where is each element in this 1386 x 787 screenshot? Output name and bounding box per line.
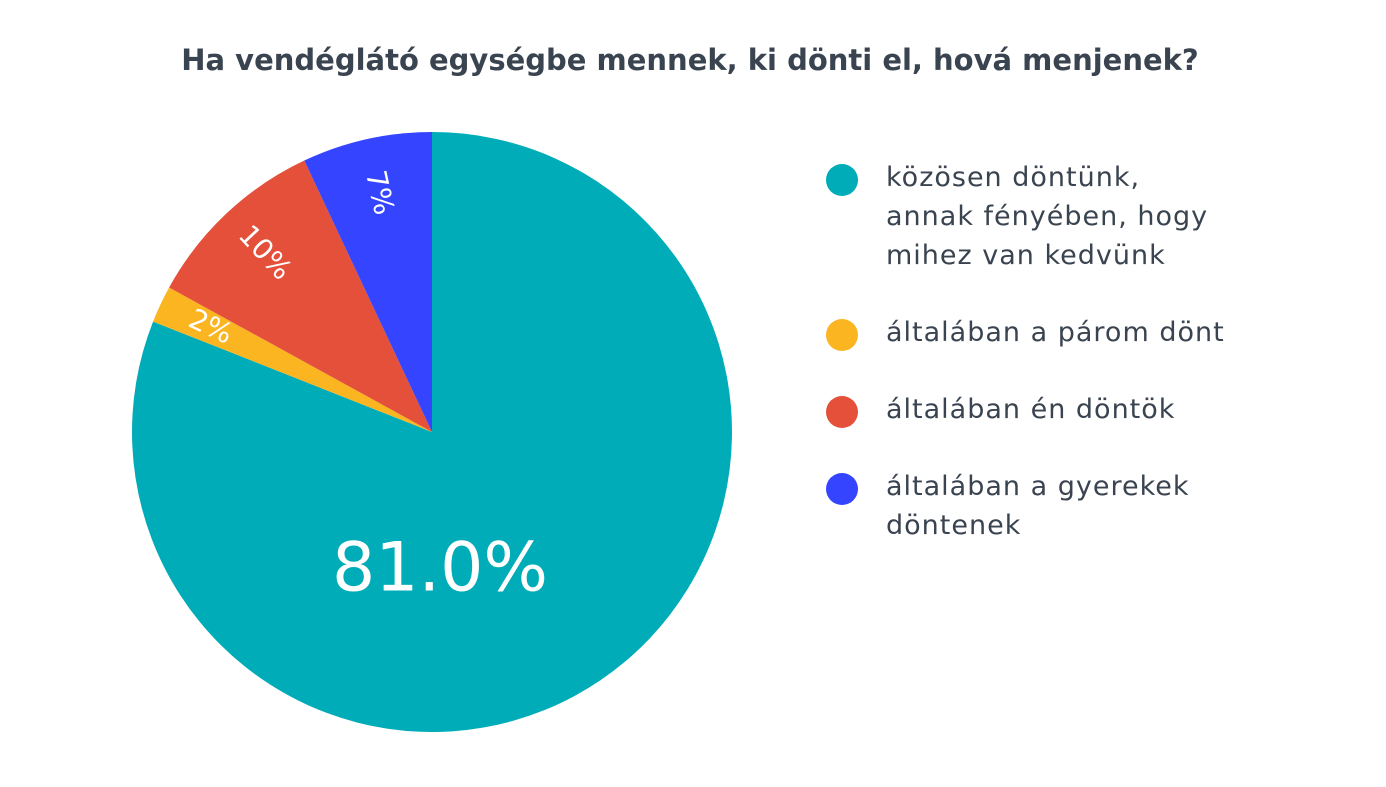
legend-label: közösen döntünk, annak fényében, hogy mi… [886, 162, 1209, 271]
legend-label: általában a gyerekek döntenek [886, 471, 1190, 541]
legend-swatch [826, 319, 858, 351]
legend-label: általában én döntök [886, 394, 1176, 425]
pie-slice [169, 160, 432, 432]
chart-title: Ha vendéglátó egységbe mennek, ki dönti … [181, 43, 1199, 77]
pie-slice [304, 132, 432, 432]
legend-item: általában én döntök [826, 390, 1226, 429]
legend-swatch [826, 473, 858, 505]
legend-swatch [826, 396, 858, 428]
legend-item: általában a gyerekek döntenek [826, 467, 1226, 545]
legend: közösen döntünk, annak fényében, hogy mi… [826, 158, 1226, 583]
pie-slice [153, 287, 432, 432]
data-label: 81.0% [332, 529, 548, 608]
legend-swatch [826, 164, 858, 196]
legend-label: általában a párom dönt [886, 317, 1225, 348]
legend-item: általában a párom dönt [826, 313, 1226, 352]
legend-item: közösen döntünk, annak fényében, hogy mi… [826, 158, 1226, 275]
